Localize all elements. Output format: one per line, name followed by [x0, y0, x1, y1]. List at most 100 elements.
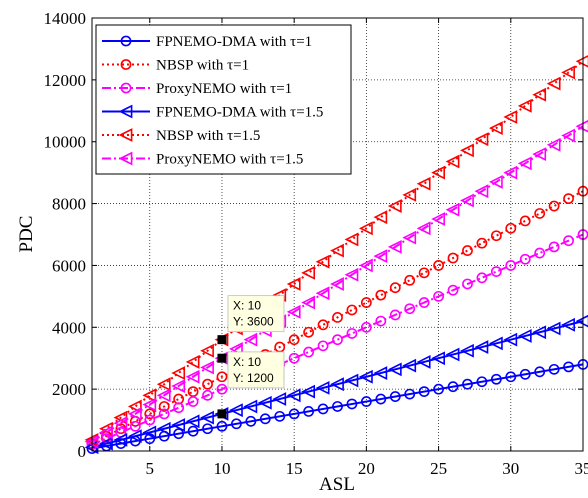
series-marker: [344, 267, 359, 282]
series-marker: [447, 252, 459, 264]
series-marker: [387, 239, 402, 254]
series-marker: [375, 289, 387, 301]
legend-label: FPNEMO-DMA with τ=1: [156, 34, 312, 50]
series-6: [84, 120, 588, 449]
legend-label: ProxyNEMO with τ=1.5: [156, 152, 303, 168]
series-marker: [127, 406, 142, 421]
x-tick-label: 35: [575, 459, 588, 478]
series-marker: [375, 393, 387, 405]
series-marker: [534, 366, 546, 378]
series-marker: [433, 383, 444, 395]
series-marker: [460, 343, 474, 358]
datatip-marker: [217, 353, 227, 363]
series-marker: [563, 361, 574, 373]
legend-entry: ProxyNEMO with τ=1: [102, 81, 292, 97]
datatip-marker: [217, 335, 227, 345]
series-marker: [360, 321, 372, 333]
series-marker: [474, 132, 489, 147]
datatip-label: X: 10: [233, 299, 261, 313]
series-marker: [445, 347, 460, 362]
series-marker: [346, 328, 358, 339]
y-tick-label: 12000: [44, 71, 87, 90]
series-marker: [490, 266, 502, 278]
series-marker: [330, 277, 344, 291]
series-marker: [445, 202, 460, 217]
series-marker: [142, 425, 157, 440]
series-marker: [519, 253, 531, 265]
legend-entry: FPNEMO-DMA with τ=1: [102, 34, 312, 50]
series-marker: [286, 388, 301, 403]
series-marker: [476, 272, 488, 284]
series-marker: [563, 193, 574, 205]
legend-entry: FPNEMO-DMA with τ=1.5: [102, 105, 323, 121]
series-marker: [505, 222, 517, 234]
series-marker: [561, 128, 575, 143]
series-marker: [418, 267, 430, 279]
series-marker: [519, 215, 531, 227]
legend-marker: [118, 104, 133, 119]
datatips-layer: X: 10Y: 3600Y: 3000X: 10Y: 1200: [217, 295, 285, 419]
series-marker: [274, 410, 286, 422]
series-marker: [474, 184, 489, 199]
datatip-box: [227, 295, 285, 333]
series-marker: [317, 340, 329, 352]
series-marker: [156, 421, 171, 436]
series-marker: [113, 432, 128, 447]
series-marker: [476, 376, 488, 388]
series-marker: [546, 321, 561, 336]
series-marker: [373, 210, 388, 225]
series-4: [84, 314, 588, 455]
series-marker: [216, 420, 228, 432]
x-tick-label: 15: [286, 459, 303, 478]
series-marker: [431, 165, 445, 180]
series-marker: [358, 221, 373, 236]
series-marker: [548, 363, 560, 375]
series-marker: [358, 258, 373, 273]
x-tick-label: 5: [146, 459, 155, 478]
series-marker: [200, 360, 214, 375]
datatip-marker: [217, 409, 227, 419]
x-tick-label: 25: [430, 459, 447, 478]
series-marker: [476, 237, 488, 249]
series-marker: [144, 408, 156, 420]
series-marker: [505, 371, 517, 383]
series-marker: [257, 395, 272, 410]
series-marker: [402, 358, 417, 373]
datatip[interactable]: X: 10 Y: 1200: [217, 351, 285, 419]
series-marker: [402, 188, 417, 202]
series-marker: [187, 425, 199, 437]
series-marker: [344, 373, 359, 388]
series-marker: [332, 334, 343, 346]
series-marker: [185, 355, 200, 369]
plot-frame: [91, 17, 584, 452]
series-marker: [317, 319, 329, 331]
tick-labels: 5 10 15 20 25 30 35 0 2000 4000 6000 8000 10000 12000…: [44, 9, 588, 478]
series-marker: [517, 98, 532, 113]
series-marker: [532, 325, 547, 340]
series-marker: [418, 297, 430, 308]
series-marker: [301, 265, 316, 280]
series-marker: [387, 362, 402, 377]
series-marker: [402, 230, 417, 245]
series-marker: [431, 351, 445, 366]
datatip[interactable]: X: 10 Y: 3600: [217, 295, 285, 345]
series-marker: [216, 383, 228, 395]
series-marker: [286, 304, 301, 319]
datatip-label: Y: 1200: [233, 371, 274, 385]
series-marker: [548, 200, 560, 212]
series-marker: [532, 87, 547, 102]
series-marker: [358, 369, 373, 384]
series-marker: [447, 381, 459, 393]
legend-marker: [118, 151, 133, 166]
series-marker: [517, 329, 532, 343]
series-marker: [460, 143, 474, 158]
series-marker: [127, 399, 142, 414]
series-marker: [288, 352, 300, 364]
legend-label: NBSP with τ=1: [156, 58, 249, 74]
series-marker: [129, 420, 141, 432]
x-tick-label: 10: [213, 459, 230, 478]
series-marker: [301, 295, 316, 310]
series-marker: [416, 221, 431, 236]
series-marker: [99, 425, 113, 440]
series-marker: [360, 396, 372, 407]
